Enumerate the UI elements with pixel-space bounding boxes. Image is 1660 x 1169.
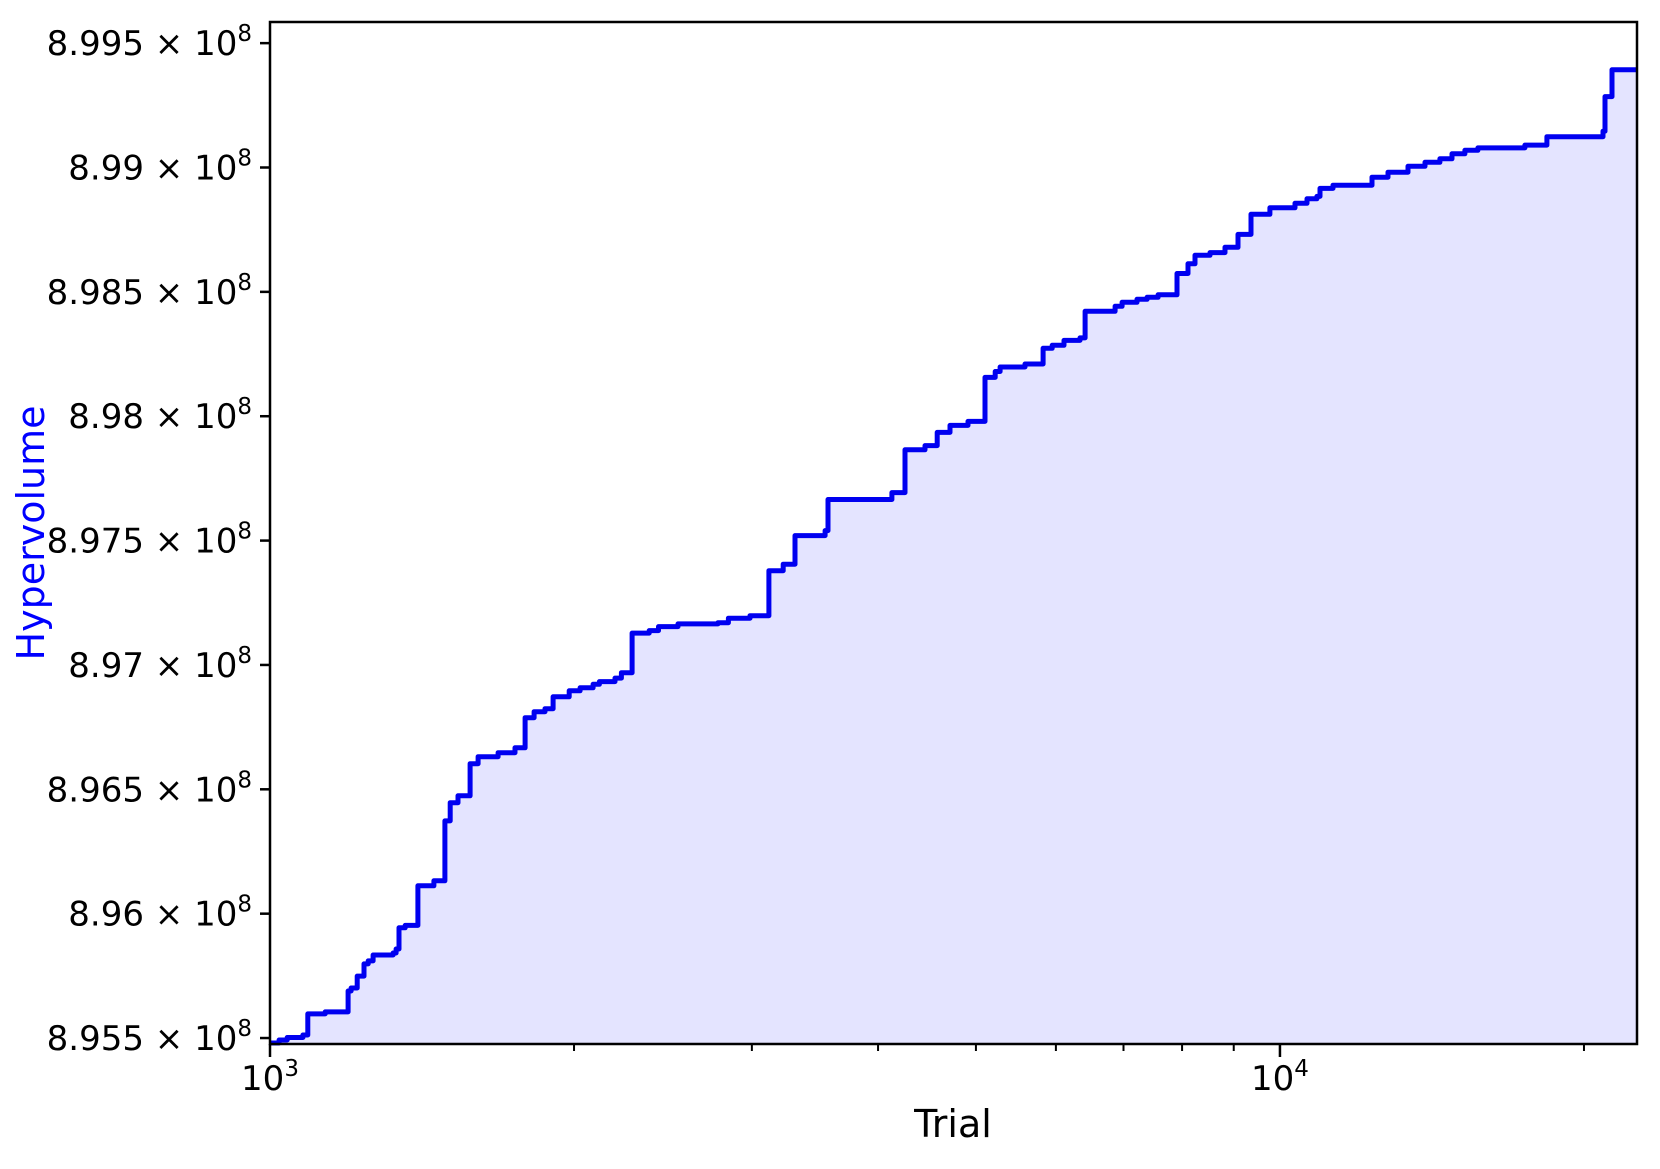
y-tick-label: 8.985 × 108	[47, 270, 252, 313]
plot-frame	[268, 20, 1639, 1046]
y-axis-label: Hypervolume	[9, 406, 53, 661]
plot-area: 8.955 × 108 8.96 × 108 8.965 × 108 8.97 × 1…	[47, 20, 1639, 1099]
y-tick-label: 8.96 × 108	[68, 892, 252, 935]
y-tick-label: 8.99 × 108	[68, 146, 252, 189]
y-tick-label: 8.97 × 108	[68, 643, 252, 686]
y-tick-label: 8.995 × 108	[47, 21, 252, 64]
x-tick-label: 103	[241, 1056, 299, 1099]
hypervolume-area	[270, 69, 1637, 1045]
x-tick-label: 104	[1251, 1056, 1309, 1099]
y-tick-label: 8.955 × 108	[47, 1016, 252, 1059]
y-tick-label: 8.965 × 108	[47, 767, 252, 810]
y-tick-label: 8.975 × 108	[47, 519, 252, 562]
hypervolume-line	[270, 67, 1637, 1046]
x-axis-label: Trial	[913, 1102, 992, 1146]
y-tick-label: 8.98 × 108	[68, 394, 252, 437]
